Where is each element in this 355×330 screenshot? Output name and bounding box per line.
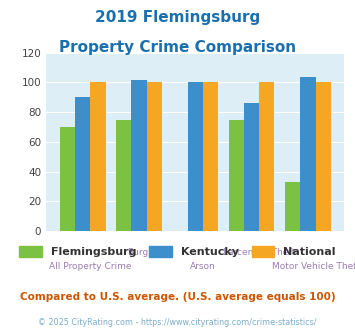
- Bar: [131, 80, 147, 231]
- Bar: [259, 82, 274, 231]
- Bar: [60, 127, 75, 231]
- Text: Burglary: Burglary: [127, 248, 166, 257]
- Bar: [203, 82, 218, 231]
- Bar: [75, 97, 90, 231]
- Bar: [187, 82, 203, 231]
- Bar: [116, 119, 131, 231]
- Bar: [285, 182, 300, 231]
- Legend: Flemingsburg, Kentucky, National: Flemingsburg, Kentucky, National: [15, 242, 340, 262]
- Text: Property Crime Comparison: Property Crime Comparison: [59, 40, 296, 54]
- Bar: [90, 82, 105, 231]
- Text: © 2025 CityRating.com - https://www.cityrating.com/crime-statistics/: © 2025 CityRating.com - https://www.city…: [38, 318, 317, 327]
- Text: Larceny & Theft: Larceny & Theft: [223, 248, 295, 257]
- Bar: [300, 77, 316, 231]
- Bar: [316, 82, 331, 231]
- Bar: [229, 119, 244, 231]
- Text: 2019 Flemingsburg: 2019 Flemingsburg: [95, 10, 260, 25]
- Text: Compared to U.S. average. (U.S. average equals 100): Compared to U.S. average. (U.S. average …: [20, 292, 335, 302]
- Bar: [147, 82, 162, 231]
- Bar: [244, 103, 259, 231]
- Text: Arson: Arson: [190, 262, 216, 271]
- Text: All Property Crime: All Property Crime: [49, 262, 132, 271]
- Text: Motor Vehicle Theft: Motor Vehicle Theft: [272, 262, 355, 271]
